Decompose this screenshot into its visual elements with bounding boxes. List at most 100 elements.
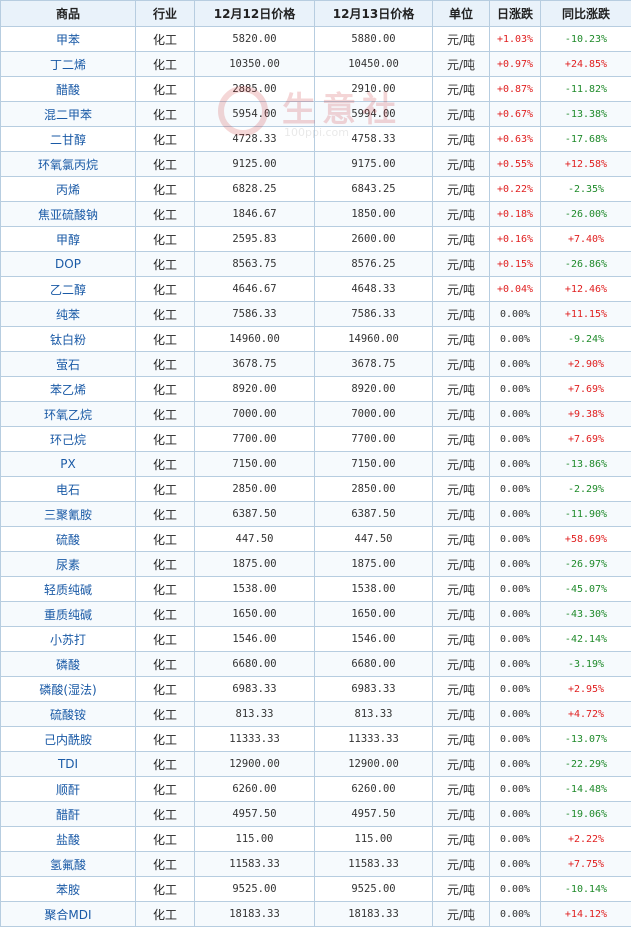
price-dec12-cell: 11583.33 <box>194 851 315 877</box>
product-name-link[interactable]: 轻质纯碱 <box>0 576 136 602</box>
industry-cell: 化工 <box>135 301 195 327</box>
table-row: 硫酸 化工 447.50 447.50 元/吨 0.00% +58.69% <box>0 526 631 552</box>
price-dec12-cell: 1546.00 <box>194 626 315 652</box>
unit-cell: 元/吨 <box>432 851 490 877</box>
daily-change-cell: 0.00% <box>489 701 541 727</box>
product-name-link[interactable]: 钛白粉 <box>0 326 136 352</box>
yoy-change-cell: +2.95% <box>540 676 631 702</box>
price-dec12-cell: 5820.00 <box>194 26 315 52</box>
product-name-link[interactable]: 己内酰胺 <box>0 726 136 752</box>
product-name-link[interactable]: 盐酸 <box>0 826 136 852</box>
price-dec12-cell: 11333.33 <box>194 726 315 752</box>
table-row: 磷酸(湿法) 化工 6983.33 6983.33 元/吨 0.00% +2.95% <box>0 676 631 702</box>
table-row: 己内酰胺 化工 11333.33 11333.33 元/吨 0.00% -13.07% <box>0 726 631 752</box>
price-dec12-cell: 8920.00 <box>194 376 315 402</box>
product-name-link[interactable]: DOP <box>0 251 136 277</box>
industry-cell: 化工 <box>135 126 195 152</box>
product-name-link[interactable]: 尿素 <box>0 551 136 577</box>
product-name-link[interactable]: 焦亚硫酸钠 <box>0 201 136 227</box>
product-name-link[interactable]: 甲苯 <box>0 26 136 52</box>
product-name-link[interactable]: 纯苯 <box>0 301 136 327</box>
price-dec13-cell: 4758.33 <box>314 126 433 152</box>
industry-cell: 化工 <box>135 801 195 827</box>
industry-cell: 化工 <box>135 26 195 52</box>
unit-cell: 元/吨 <box>432 726 490 752</box>
yoy-change-cell: -2.29% <box>540 476 631 502</box>
product-name-link[interactable]: 混二甲苯 <box>0 101 136 127</box>
price-dec12-cell: 447.50 <box>194 526 315 552</box>
table-row: 甲醇 化工 2595.83 2600.00 元/吨 +0.16% +7.40% <box>0 226 631 252</box>
product-name-link[interactable]: 环氧乙烷 <box>0 401 136 427</box>
price-dec13-cell: 2850.00 <box>314 476 433 502</box>
price-dec12-cell: 10350.00 <box>194 51 315 77</box>
price-dec13-cell: 4648.33 <box>314 276 433 302</box>
product-name-link[interactable]: 磷酸 <box>0 651 136 677</box>
daily-change-cell: +0.04% <box>489 276 541 302</box>
yoy-change-cell: -3.19% <box>540 651 631 677</box>
price-dec13-cell: 7150.00 <box>314 451 433 477</box>
header-unit[interactable]: 单位 <box>432 0 490 27</box>
product-name-link[interactable]: 重质纯碱 <box>0 601 136 627</box>
table-row: 硫酸铵 化工 813.33 813.33 元/吨 0.00% +4.72% <box>0 701 631 727</box>
yoy-change-cell: -45.07% <box>540 576 631 602</box>
price-dec12-cell: 9525.00 <box>194 876 315 902</box>
unit-cell: 元/吨 <box>432 451 490 477</box>
product-name-link[interactable]: 甲醇 <box>0 226 136 252</box>
product-name-link[interactable]: 电石 <box>0 476 136 502</box>
product-name-link[interactable]: 氢氟酸 <box>0 851 136 877</box>
price-dec13-cell: 115.00 <box>314 826 433 852</box>
product-name-link[interactable]: PX <box>0 451 136 477</box>
product-name-link[interactable]: 苯乙烯 <box>0 376 136 402</box>
product-name-link[interactable]: 硫酸 <box>0 526 136 552</box>
unit-cell: 元/吨 <box>432 426 490 452</box>
product-name-link[interactable]: 磷酸(湿法) <box>0 676 136 702</box>
industry-cell: 化工 <box>135 276 195 302</box>
daily-change-cell: 0.00% <box>489 426 541 452</box>
product-name-link[interactable]: 丙烯 <box>0 176 136 202</box>
yoy-change-cell: +2.90% <box>540 351 631 377</box>
industry-cell: 化工 <box>135 551 195 577</box>
product-name-link[interactable]: 顺酐 <box>0 776 136 802</box>
price-dec13-cell: 1875.00 <box>314 551 433 577</box>
table-row: 重质纯碱 化工 1650.00 1650.00 元/吨 0.00% -43.30% <box>0 601 631 627</box>
yoy-change-cell: -11.90% <box>540 501 631 527</box>
header-product[interactable]: 商品 <box>0 0 136 27</box>
price-dec12-cell: 813.33 <box>194 701 315 727</box>
header-price-dec12[interactable]: 12月12日价格 <box>194 0 315 27</box>
product-name-link[interactable]: 聚合MDI <box>0 901 136 927</box>
product-name-link[interactable]: 环氧氯丙烷 <box>0 151 136 177</box>
daily-change-cell: +0.22% <box>489 176 541 202</box>
table-row: 醋酸 化工 2885.00 2910.00 元/吨 +0.87% -11.82% <box>0 76 631 102</box>
product-name-link[interactable]: 醋酸 <box>0 76 136 102</box>
unit-cell: 元/吨 <box>432 226 490 252</box>
product-name-link[interactable]: 三聚氰胺 <box>0 501 136 527</box>
table-row: 聚合MDI 化工 18183.33 18183.33 元/吨 0.00% +14.12% <box>0 901 631 927</box>
product-name-link[interactable]: 小苏打 <box>0 626 136 652</box>
product-name-link[interactable]: TDI <box>0 751 136 777</box>
product-name-link[interactable]: 乙二醇 <box>0 276 136 302</box>
unit-cell: 元/吨 <box>432 901 490 927</box>
industry-cell: 化工 <box>135 576 195 602</box>
industry-cell: 化工 <box>135 451 195 477</box>
product-name-link[interactable]: 丁二烯 <box>0 51 136 77</box>
product-name-link[interactable]: 醋酐 <box>0 801 136 827</box>
product-name-link[interactable]: 萤石 <box>0 351 136 377</box>
header-industry[interactable]: 行业 <box>135 0 195 27</box>
price-dec12-cell: 1846.67 <box>194 201 315 227</box>
industry-cell: 化工 <box>135 676 195 702</box>
price-dec12-cell: 2595.83 <box>194 226 315 252</box>
price-dec13-cell: 1850.00 <box>314 201 433 227</box>
header-yoy-change[interactable]: 同比涨跌 <box>540 0 631 27</box>
price-dec13-cell: 18183.33 <box>314 901 433 927</box>
product-name-link[interactable]: 二甘醇 <box>0 126 136 152</box>
header-daily-change[interactable]: 日涨跌 <box>489 0 541 27</box>
table-row: 纯苯 化工 7586.33 7586.33 元/吨 0.00% +11.15% <box>0 301 631 327</box>
price-dec12-cell: 18183.33 <box>194 901 315 927</box>
product-name-link[interactable]: 苯胺 <box>0 876 136 902</box>
header-price-dec13[interactable]: 12月13日价格 <box>314 0 433 27</box>
yoy-change-cell: -17.68% <box>540 126 631 152</box>
product-name-link[interactable]: 硫酸铵 <box>0 701 136 727</box>
price-dec12-cell: 14960.00 <box>194 326 315 352</box>
product-name-link[interactable]: 环己烷 <box>0 426 136 452</box>
daily-change-cell: +0.63% <box>489 126 541 152</box>
